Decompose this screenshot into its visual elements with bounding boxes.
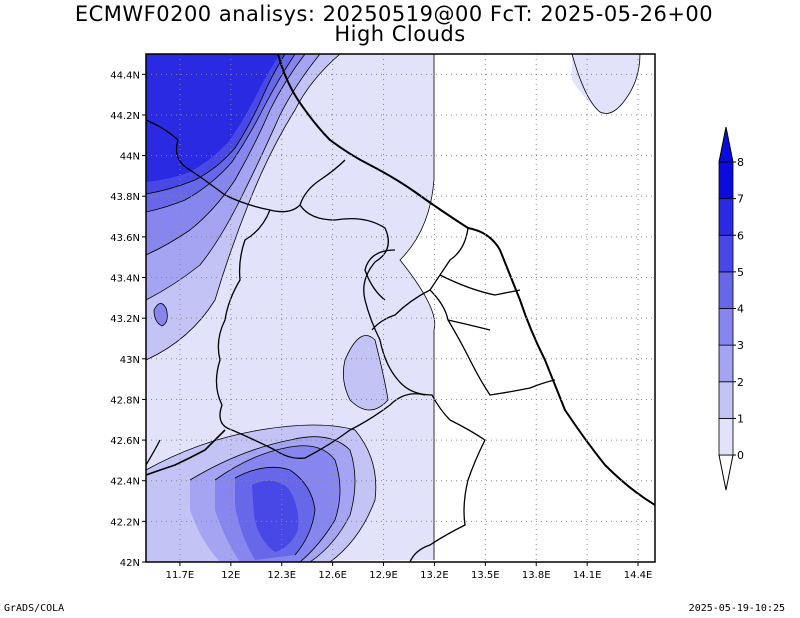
colorbar-segment: [718, 161, 734, 200]
lat-tick-label: 42.6N: [110, 436, 140, 447]
lat-tick-label: 44N: [120, 152, 140, 163]
lat-tick-label: 43N: [120, 355, 140, 366]
lat-tick-label: 42N: [120, 558, 140, 569]
cloud-cover-fill: [146, 54, 655, 562]
footer-timestamp: 2025-05-19-10:25: [688, 603, 785, 614]
cloud-region-level6-south: [252, 480, 299, 552]
lon-tick-label: 12.9E: [369, 570, 398, 581]
map-subtitle: High Clouds: [334, 22, 466, 46]
colorbar-label: 3: [737, 339, 744, 352]
lon-axis: 11.7E 12E 12.3E 12.6E 12.9E 13.2E 13.5E 13.8E 14…: [166, 562, 653, 581]
colorbar-min-arrow: [718, 454, 734, 491]
lon-tick-label: 14.1E: [573, 570, 602, 581]
colorbar-segment: [718, 308, 734, 346]
colorbar-label: 7: [737, 193, 744, 206]
lon-tick-label: 11.7E: [166, 570, 195, 581]
lat-tick-label: 43.2N: [110, 314, 140, 325]
colorbar: 0 1 2 3 4 5 6 7 8: [718, 126, 744, 491]
lat-tick-label: 42.8N: [110, 395, 140, 406]
colorbar-label: 8: [737, 156, 744, 169]
colorbar-label: 2: [737, 376, 744, 389]
lon-tick-label: 12E: [221, 570, 240, 581]
colorbar-label: 6: [737, 229, 744, 242]
map-frame: [145, 53, 656, 563]
lat-tick-label: 44.2N: [110, 111, 140, 122]
colorbar-segment: [718, 271, 734, 309]
colorbar-segment: [718, 344, 734, 383]
footer-software-label: GrADS/COLA: [4, 603, 65, 614]
lon-tick-label: 13.8E: [522, 570, 551, 581]
lat-tick-label: 42.4N: [110, 477, 140, 488]
lon-tick-label: 12.3E: [267, 570, 296, 581]
cloud-region-level2-east: [343, 335, 388, 410]
cloud-region-level4-spot: [154, 303, 168, 326]
map-title: ECMWF0200 analisys: 20250519@00 FcT: 202…: [74, 2, 714, 26]
colorbar-label: 4: [737, 303, 744, 316]
cloud-contour-lines: [146, 54, 641, 562]
region-boundaries: [146, 119, 556, 562]
west-coastline: [146, 429, 226, 476]
lat-tick-label: 42.2N: [110, 517, 140, 528]
colorbar-label: 5: [737, 266, 744, 279]
lon-tick-label: 13.2E: [420, 570, 449, 581]
colorbar-segment: [718, 417, 734, 456]
colorbar-label: 0: [737, 449, 744, 462]
lat-tick-label: 43.6N: [110, 233, 140, 244]
lon-tick-label: 13.5E: [471, 570, 500, 581]
lon-tick-label: 14.4E: [624, 570, 653, 581]
lat-tick-label: 43.4N: [110, 274, 140, 285]
colorbar-max-arrow: [718, 126, 734, 163]
colorbar-label: 1: [737, 412, 744, 425]
lat-tick-label: 44.4N: [110, 70, 140, 81]
lon-tick-label: 12.6E: [318, 570, 347, 581]
colorbar-segment: [718, 198, 734, 236]
coastline: [277, 54, 655, 506]
lat-axis: 42N 42.2N 42.4N 42.6N 42.8N 43N 43.2N 43.4N 43.6…: [110, 70, 146, 569]
lat-tick-label: 43.8N: [110, 192, 140, 203]
colorbar-segment: [718, 381, 734, 419]
colorbar-segment: [718, 234, 734, 273]
